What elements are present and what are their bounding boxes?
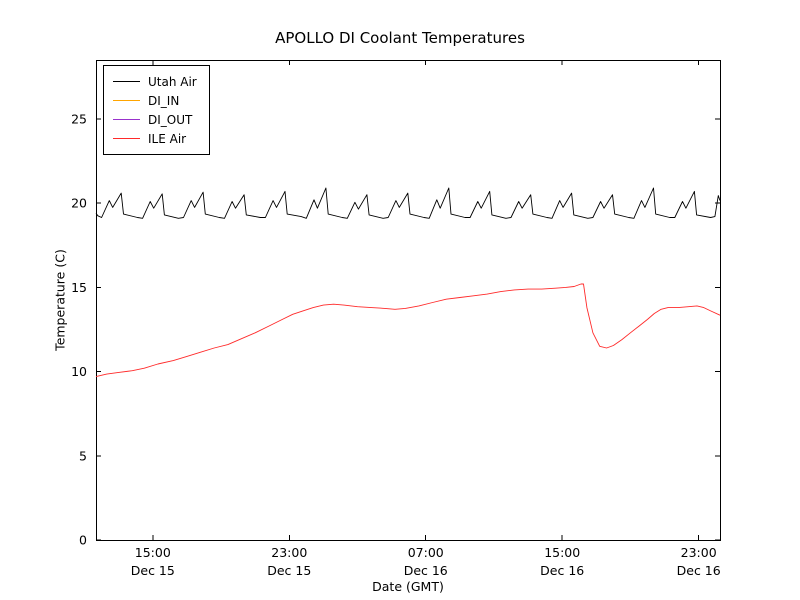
x-tick-time-label: 07:00: [408, 545, 444, 560]
legend-label: DI_IN: [148, 93, 180, 108]
x-tick-date-label: Dec 15: [131, 563, 175, 578]
x-tick-time-label: 15:00: [135, 545, 171, 560]
legend-line-sample: [113, 100, 140, 101]
legend-item: Utah Air: [113, 72, 197, 91]
legend-label: DI_OUT: [148, 112, 193, 127]
legend-item: ILE Air: [113, 129, 197, 148]
y-tick-label: 20: [71, 196, 87, 211]
y-tick-label: 25: [71, 111, 87, 126]
legend-label: ILE Air: [148, 131, 187, 146]
x-axis-label: Date (GMT): [372, 579, 444, 594]
y-tick-label: 10: [71, 364, 87, 379]
legend: Utah Air DI_IN DI_OUT ILE Air: [103, 65, 210, 155]
x-tick-time-label: 23:00: [271, 545, 307, 560]
legend-line-sample: [113, 81, 140, 82]
legend-line-sample: [113, 119, 140, 120]
y-tick-label: 15: [71, 280, 87, 295]
y-tick-label: 5: [79, 448, 87, 463]
x-tick-time-label: 15:00: [544, 545, 580, 560]
axes-frame: [96, 60, 721, 541]
y-tick-label: 0: [79, 533, 87, 548]
legend-line-sample: [113, 138, 140, 139]
x-tick-date-label: Dec 16: [677, 563, 721, 578]
series-ile-air: [95, 283, 721, 378]
x-tick-date-label: Dec 15: [267, 563, 311, 578]
x-tick-time-label: 23:00: [681, 545, 717, 560]
x-tick-date-label: Dec 16: [404, 563, 448, 578]
series-utah-air: [95, 187, 721, 219]
x-tick-date-label: Dec 16: [540, 563, 584, 578]
legend-item: DI_OUT: [113, 110, 197, 129]
legend-label: Utah Air: [148, 74, 197, 89]
y-axis-label: Temperature (C): [52, 249, 68, 351]
chart-title: APOLLO DI Coolant Temperatures: [275, 29, 525, 47]
legend-item: DI_IN: [113, 91, 197, 110]
